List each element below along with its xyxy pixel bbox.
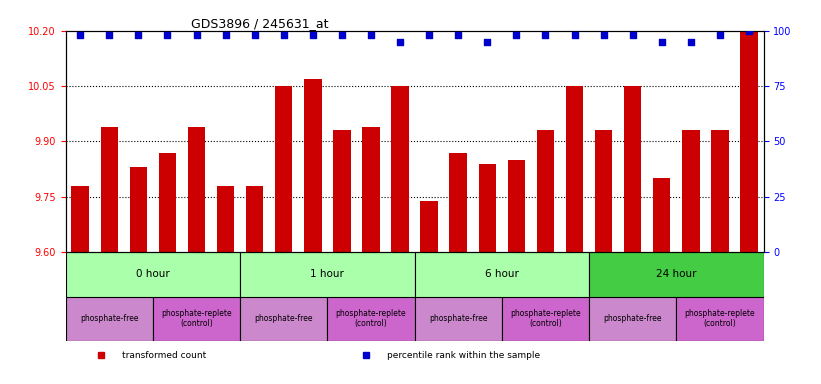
FancyBboxPatch shape [241,296,328,341]
Text: phosphate-replete
(control): phosphate-replete (control) [510,309,580,328]
FancyBboxPatch shape [241,252,415,296]
FancyBboxPatch shape [328,296,415,341]
Bar [217,186,234,252]
Bar [130,167,147,252]
Point [510,32,523,38]
FancyBboxPatch shape [502,296,589,341]
Text: phosphate-replete
(control): phosphate-replete (control) [336,309,406,328]
Bar [275,86,292,252]
FancyBboxPatch shape [415,252,589,296]
Text: 0 hour: 0 hour [136,270,170,280]
Bar [71,186,89,252]
Text: phosphate-replete
(control): phosphate-replete (control) [161,309,232,328]
Bar [595,131,612,252]
Bar [682,131,699,252]
Bar [101,127,118,252]
Point [74,32,87,38]
Point [655,39,668,45]
Bar [653,179,671,252]
Bar [566,86,583,252]
Text: 1 hour: 1 hour [310,270,344,280]
Bar [450,152,467,252]
Text: transformed count: transformed count [122,351,206,359]
Point [684,39,697,45]
Point [626,32,640,38]
Bar [711,131,729,252]
Text: 24 hour: 24 hour [656,270,696,280]
Point [219,32,232,38]
FancyBboxPatch shape [589,252,764,296]
Text: phosphate-free: phosphate-free [429,314,488,323]
Point [713,32,727,38]
Bar [304,79,322,252]
Bar [420,200,438,252]
Text: phosphate-free: phosphate-free [255,314,313,323]
Bar [158,152,177,252]
Point [393,39,406,45]
Point [423,32,436,38]
Bar [624,86,641,252]
Bar [333,131,351,252]
FancyBboxPatch shape [589,296,677,341]
Text: phosphate-free: phosphate-free [603,314,662,323]
Point [597,32,610,38]
Point [306,32,319,38]
Text: percentile rank within the sample: percentile rank within the sample [387,351,540,359]
Point [248,32,261,38]
Point [132,32,145,38]
Bar [507,160,525,252]
Bar [362,127,379,252]
FancyBboxPatch shape [677,296,764,341]
Point [103,32,116,38]
Point [481,39,494,45]
FancyBboxPatch shape [415,296,502,341]
Point [190,32,203,38]
Point [452,32,465,38]
FancyBboxPatch shape [66,252,241,296]
Point [539,32,552,38]
Bar [479,164,496,252]
Text: phosphate-replete
(control): phosphate-replete (control) [685,309,755,328]
Text: phosphate-free: phosphate-free [80,314,139,323]
Bar [188,127,205,252]
Bar [392,86,409,252]
Text: GDS3896 / 245631_at: GDS3896 / 245631_at [191,17,328,30]
Point [365,32,378,38]
Point [568,32,581,38]
Point [742,28,755,34]
Bar [741,31,758,252]
Text: 6 hour: 6 hour [485,270,519,280]
FancyBboxPatch shape [153,296,241,341]
FancyBboxPatch shape [66,296,153,341]
Bar [537,131,554,252]
Bar [246,186,264,252]
Point [161,32,174,38]
Point [277,32,291,38]
Point [335,32,348,38]
